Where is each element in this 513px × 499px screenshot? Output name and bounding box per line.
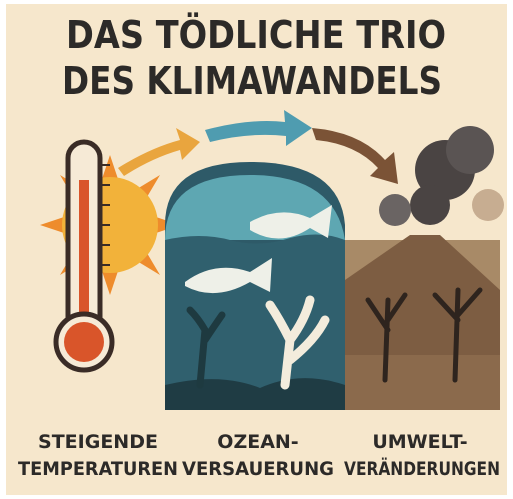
label: UMWELT- bbox=[372, 431, 467, 453]
title-line: DES KLIMAWANDELS bbox=[62, 59, 442, 103]
label: STEIGENDE bbox=[38, 431, 158, 453]
label: VERSAUERUNG bbox=[182, 458, 334, 480]
label: OZEAN- bbox=[217, 431, 298, 453]
infographic: DAS TÖDLICHE TRIO DES KLIMAWANDELS bbox=[0, 0, 513, 499]
title-line: DAS TÖDLICHE TRIO bbox=[66, 13, 446, 57]
ocean-panel bbox=[165, 162, 345, 410]
label: VERÄNDERUNGEN bbox=[344, 456, 500, 480]
label: TEMPERATUREN bbox=[18, 458, 178, 480]
